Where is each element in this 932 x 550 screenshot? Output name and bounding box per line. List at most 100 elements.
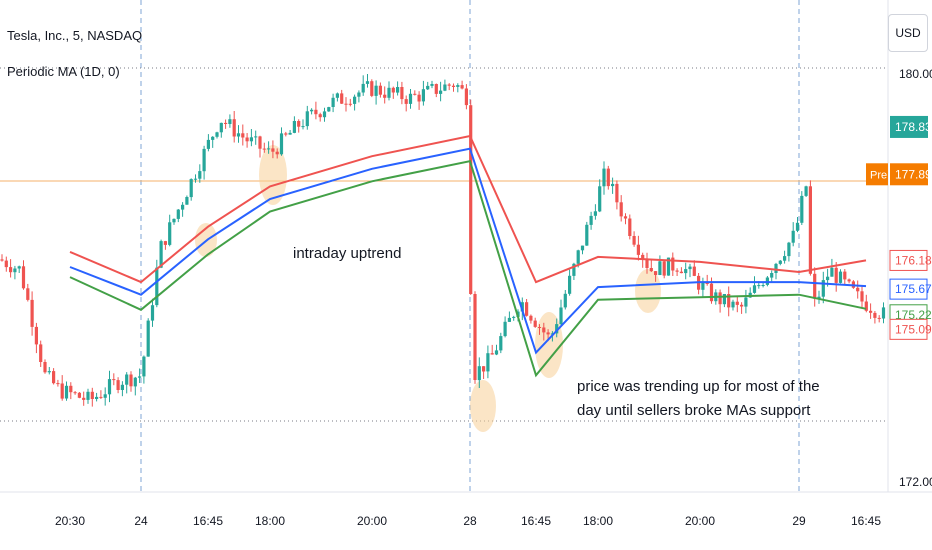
price-badge-box	[889, 318, 928, 340]
candle-body	[443, 84, 447, 91]
candle-body	[112, 379, 116, 381]
candle-body	[675, 270, 679, 272]
candle-body	[722, 294, 726, 305]
premarket-tag	[866, 163, 888, 186]
candle-body	[770, 273, 774, 278]
candle-body	[783, 256, 787, 261]
time-tick-label: 18:00	[583, 514, 613, 528]
candle-body	[400, 87, 404, 100]
candle-body	[469, 105, 473, 294]
candle-body	[301, 126, 305, 128]
candle-body	[731, 301, 735, 308]
price-tick-label: 172.00	[899, 475, 932, 489]
candle-body	[267, 148, 271, 150]
candle-body	[568, 275, 572, 294]
candle-body	[688, 266, 692, 270]
candle-body	[830, 267, 834, 277]
candle-body	[129, 374, 133, 387]
candle-body	[224, 122, 228, 124]
candle-body	[645, 259, 649, 268]
candle-body	[555, 324, 559, 334]
candle-body	[120, 384, 124, 390]
candle-body	[808, 186, 812, 274]
candle-body	[387, 87, 391, 98]
candle-body	[215, 132, 219, 137]
candle-body	[357, 92, 361, 97]
candle-body	[701, 283, 705, 290]
candle-body	[658, 261, 662, 275]
candle-body	[138, 376, 142, 378]
candle-body	[520, 302, 524, 312]
ma-line-lower	[69, 160, 867, 378]
candle-body	[817, 296, 821, 299]
candle-body	[752, 285, 757, 293]
candle-body	[64, 385, 69, 399]
candle-body	[310, 109, 314, 112]
price-badge: 175.67	[889, 278, 932, 300]
candle-body	[236, 133, 241, 137]
candle-body	[254, 136, 258, 138]
candle-body	[52, 371, 56, 384]
candle-body	[804, 186, 808, 196]
candle-body	[821, 280, 825, 297]
candlestick-series	[0, 74, 886, 407]
candle-body	[413, 93, 417, 95]
candle-body	[838, 271, 843, 283]
candle-body	[219, 122, 223, 133]
candle-body	[490, 353, 494, 355]
candle-body	[30, 299, 34, 327]
indicator-label[interactable]: Periodic MA (1D, 0)	[7, 64, 120, 79]
candle-body	[86, 391, 90, 400]
candle-body	[107, 379, 112, 395]
candle-body	[460, 85, 464, 89]
candle-body	[103, 394, 107, 398]
candle-body	[671, 257, 675, 271]
candle-body	[331, 97, 335, 107]
candle-body	[241, 133, 245, 138]
candle-body	[318, 114, 322, 118]
candle-body	[279, 133, 284, 155]
candle-body	[249, 137, 253, 142]
candle-body	[361, 83, 365, 93]
candle-body	[378, 85, 382, 95]
candle-body	[774, 263, 778, 273]
candle-body	[666, 257, 671, 276]
candle-body	[611, 183, 615, 187]
ma-lines-group	[69, 134, 867, 378]
candle-body	[482, 366, 486, 372]
candle-body	[619, 202, 623, 217]
candle-body	[404, 99, 408, 104]
candle-body	[757, 285, 761, 287]
candle-body	[353, 96, 357, 104]
candle-body	[56, 383, 60, 385]
candle-body	[327, 107, 331, 112]
candle-body	[740, 304, 744, 307]
annotation-line-2: day until sellers broke MAs support	[577, 402, 811, 419]
candle-body	[17, 266, 21, 269]
time-tick-label: 18:00	[255, 514, 285, 528]
candle-body	[856, 287, 860, 292]
candle-body	[529, 315, 533, 321]
symbol-title[interactable]: Tesla, Inc., 5, NASDAQ	[7, 28, 143, 43]
candle-body	[727, 294, 731, 308]
price-badge-box	[889, 278, 928, 300]
candle-body	[847, 279, 851, 282]
candle-body	[284, 133, 288, 135]
candle-body	[305, 111, 309, 127]
annotation-intraday-uptrend: intraday uptrend	[293, 245, 401, 262]
candle-body	[447, 84, 451, 86]
candle-body	[43, 362, 47, 373]
candle-body	[464, 88, 468, 106]
candle-body	[826, 276, 830, 281]
candle-body	[60, 383, 64, 399]
candle-body	[589, 215, 593, 225]
candle-body	[615, 183, 619, 203]
ma-line-upper	[69, 134, 867, 284]
candle-body	[168, 222, 172, 245]
time-axis[interactable]: 20:30 24 16:45 18:00 20:00 28 16:45 18:00 20:00 2…	[55, 514, 881, 528]
candle-body	[335, 93, 339, 98]
currency-button[interactable]: USD	[888, 14, 928, 52]
price-axis[interactable]: 180.00 172.00 178.83 Pre 177.89 176.18 175.6…	[866, 67, 932, 489]
candle-body	[877, 317, 881, 319]
